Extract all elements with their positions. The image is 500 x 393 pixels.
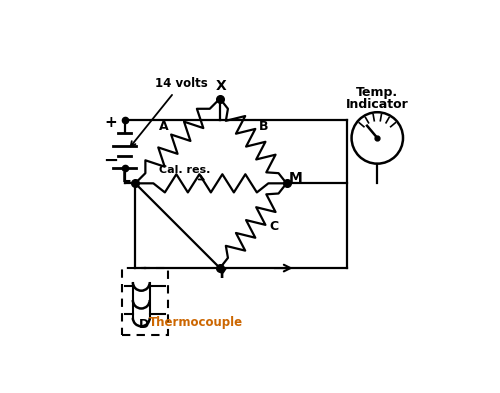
- Text: X: X: [216, 79, 227, 92]
- Text: 14 volts: 14 volts: [130, 77, 208, 146]
- Text: +: +: [104, 115, 118, 130]
- Text: Temp.: Temp.: [356, 86, 399, 99]
- Text: Thermocouple: Thermocouple: [148, 316, 243, 329]
- Text: Y: Y: [216, 267, 226, 281]
- Text: L: L: [122, 171, 130, 185]
- Bar: [122, 268, 168, 335]
- Text: C: C: [270, 220, 279, 233]
- Text: D: D: [139, 318, 149, 331]
- Text: −: −: [104, 152, 118, 170]
- Text: A: A: [159, 120, 169, 133]
- Text: Indicator: Indicator: [346, 98, 408, 111]
- Text: Cal. res.: Cal. res.: [160, 165, 211, 180]
- Text: M: M: [288, 171, 302, 185]
- Text: B: B: [259, 120, 268, 133]
